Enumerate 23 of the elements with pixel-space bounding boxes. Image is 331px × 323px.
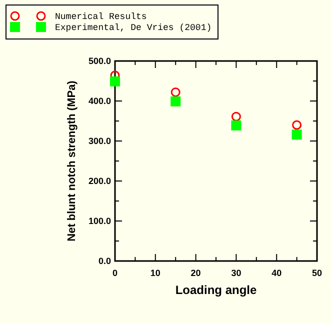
- x-tick-label: 50: [312, 268, 322, 278]
- point: [231, 120, 242, 130]
- legend-label: Experimental, De Vries (2001): [55, 23, 212, 33]
- x-tick-label: 40: [272, 268, 282, 278]
- x-tick-label: 20: [190, 268, 201, 278]
- x-tick-label: 10: [150, 268, 160, 278]
- point: [170, 96, 181, 106]
- y-tick-label: 200.0: [88, 176, 111, 186]
- legend-label: Numerical Results: [55, 12, 147, 22]
- y-tick-label: 500.0: [88, 56, 111, 66]
- y-tick-label: 300.0: [88, 136, 111, 146]
- point: [292, 120, 302, 130]
- y-tick-label: 100.0: [88, 216, 111, 226]
- point: [292, 130, 302, 140]
- x-axis-title: Loading angle: [175, 283, 257, 297]
- x-tick-label: 30: [231, 268, 242, 278]
- point: [231, 112, 241, 122]
- x-tick-label: 0: [112, 268, 118, 278]
- y-tick-label: 0.0: [98, 256, 111, 266]
- point: [110, 76, 120, 86]
- y-tick-label: 400.0: [88, 96, 111, 106]
- point: [170, 87, 180, 97]
- y-axis-title: Net blunt notch strength (MPa): [66, 80, 78, 242]
